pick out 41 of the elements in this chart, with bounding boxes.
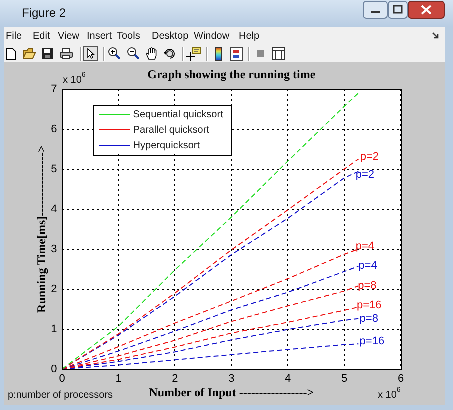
text: Help — [239, 31, 260, 43]
annotation: p=2 — [360, 150, 380, 163]
legend-label: Parallel quicksort — [133, 124, 210, 136]
annotation: p=2 — [356, 168, 375, 181]
y-tick-label: 6 — [51, 123, 58, 136]
x-tick-label: 0 — [59, 372, 66, 385]
y-tick-label: 7 — [51, 83, 58, 96]
text: p:number of processors — [8, 390, 114, 402]
y-tick-label: 5 — [51, 163, 58, 176]
x-tick-label: 1 — [116, 372, 122, 385]
x-tick-label: 5 — [341, 372, 348, 385]
annotation: p=4 — [358, 260, 378, 272]
annotation: p=16 — [360, 335, 385, 348]
x-tick-label: 6 — [398, 372, 404, 385]
text: x 10$^{6}$ — [63, 72, 86, 87]
text: View — [58, 31, 80, 43]
y-tick-label: 3 — [51, 243, 58, 256]
text: x 10$^{6}$ — [378, 387, 401, 402]
annotation: p=8 — [358, 280, 377, 292]
annotation: p=4 — [356, 240, 375, 253]
y-tick-label: 4 — [51, 203, 58, 216]
y-axis-title: Running Time[ms]----------------> — [34, 145, 48, 313]
x-axis-title: Number of Input -----------------> — [149, 385, 314, 400]
x-tick-label: 2 — [172, 372, 178, 385]
legend-label: Sequential quicksort — [133, 109, 224, 120]
y-tick-label: 1 — [51, 323, 58, 336]
text: Edit — [33, 31, 50, 43]
text: Tools — [117, 31, 140, 43]
text: File — [6, 31, 22, 43]
chart-title: Graph showing the running time — [148, 67, 316, 82]
legend-label: Hyperquicksort — [133, 140, 200, 152]
y-tick-label: 2 — [51, 283, 58, 296]
text: Insert — [87, 31, 112, 43]
x-tick-label: 3 — [228, 372, 235, 385]
text: Window — [194, 31, 230, 43]
text: Desktop — [152, 31, 189, 43]
annotation: p=8 — [360, 312, 378, 325]
caption: Figure 2 — [22, 6, 66, 20]
x-tick-label: 4 — [285, 372, 292, 385]
y-tick-label: 0 — [51, 363, 58, 376]
annotation: p=16 — [356, 299, 382, 312]
